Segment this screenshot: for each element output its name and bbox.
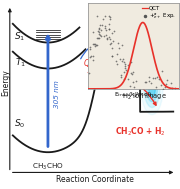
Text: QCT: QCT xyxy=(84,59,100,68)
Text: Energy: Energy xyxy=(1,70,10,96)
Circle shape xyxy=(149,81,155,97)
Text: Reaction Coordinate: Reaction Coordinate xyxy=(56,175,134,184)
Text: CH$_2$CO + H$_2$: CH$_2$CO + H$_2$ xyxy=(114,126,165,138)
Text: $S_0$: $S_0$ xyxy=(14,117,26,130)
Text: $T_1$: $T_1$ xyxy=(15,57,26,69)
Circle shape xyxy=(141,63,163,115)
Text: $S_1$: $S_1$ xyxy=(14,31,26,43)
Circle shape xyxy=(147,76,158,102)
Text: CH$_3$CHO: CH$_3$CHO xyxy=(32,162,64,172)
Circle shape xyxy=(144,70,160,108)
Text: H$_2$ ion image: H$_2$ ion image xyxy=(122,92,167,102)
Text: 305 nm: 305 nm xyxy=(54,81,60,108)
